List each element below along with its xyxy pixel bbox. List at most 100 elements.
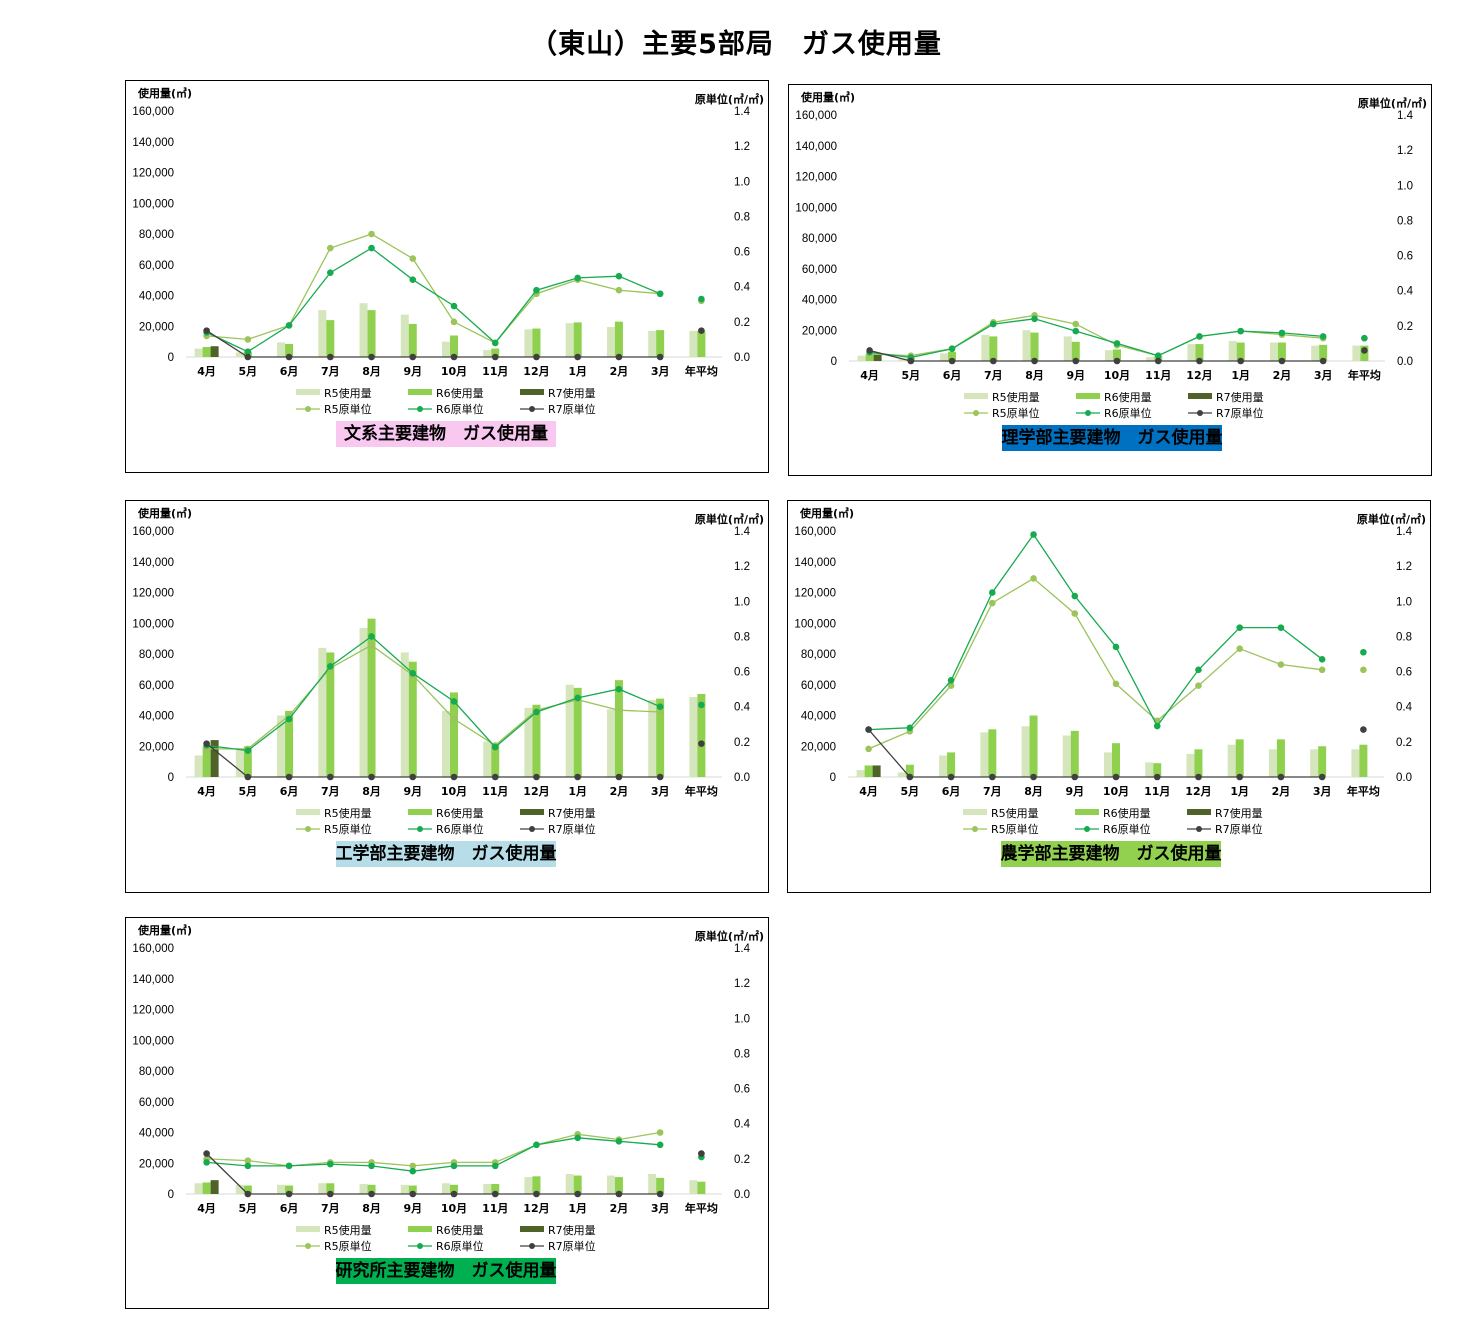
bar-6 <box>947 752 956 777</box>
legend-swatch <box>1084 826 1090 832</box>
right-axis-title: 原単位(㎥/㎡) <box>695 929 764 943</box>
category-label: 7月 <box>321 365 340 378</box>
bar-6 <box>202 1182 211 1194</box>
right-tick-label: 0.6 <box>734 667 750 679</box>
line-point-6 <box>948 345 956 353</box>
bar-5 <box>400 652 409 777</box>
line-series-6 <box>868 533 1323 731</box>
right-axis-title: 原単位(㎥/㎡) <box>695 512 764 526</box>
bar-6 <box>1235 739 1244 777</box>
line-series-7 <box>869 349 1324 362</box>
category-label: 7月 <box>321 785 340 798</box>
line-point-7 <box>244 1190 252 1198</box>
line-point-6 <box>409 1167 417 1175</box>
line-point-5 <box>656 1129 664 1136</box>
line-point-6 <box>656 703 664 711</box>
right-tick-label: 1.2 <box>1396 561 1412 573</box>
left-tick-label: 0 <box>168 772 174 784</box>
right-tick-label: 0.8 <box>1397 215 1413 227</box>
category-label: 12月 <box>1185 785 1211 798</box>
line-point-7 <box>615 353 623 361</box>
line-point-6 <box>906 724 914 732</box>
bar-5 <box>318 1183 327 1194</box>
line-point-7 <box>615 773 623 781</box>
bar-6 <box>285 1185 294 1194</box>
line-point-6 <box>1154 352 1162 360</box>
line-point-7 <box>491 1190 499 1198</box>
bar-5 <box>1228 341 1237 361</box>
legend-label: R6原単位 <box>436 402 484 416</box>
chart-caption: 理学部主要建物 ガス使用量 <box>1002 427 1223 448</box>
bar-6 <box>1071 341 1080 361</box>
line-point-5 <box>409 255 417 262</box>
category-label: 1月 <box>1231 369 1250 382</box>
line-point-7 <box>409 773 417 781</box>
right-tick-label: 0.6 <box>1396 667 1412 679</box>
right-tick-label: 0.2 <box>1396 737 1412 749</box>
line-point-5 <box>1236 645 1243 653</box>
right-tick-label: 0.4 <box>734 282 751 294</box>
left-tick-label: 40,000 <box>139 291 174 303</box>
line-point-5 <box>1360 666 1367 674</box>
line-point-5 <box>1072 320 1080 328</box>
line-point-7 <box>285 1190 293 1198</box>
legend-label: R7使用量 <box>548 1224 596 1237</box>
bar-6 <box>573 322 582 357</box>
bar-5 <box>689 330 698 357</box>
bar-6 <box>1195 344 1204 361</box>
category-label: 7月 <box>983 785 1002 798</box>
bar-5 <box>235 352 244 357</box>
bar-5 <box>442 710 450 777</box>
legend-swatch <box>305 1243 311 1249</box>
right-tick-label: 1.2 <box>734 561 750 573</box>
chart-caption: 研究所主要建物 ガス使用量 <box>336 1260 557 1281</box>
bar-7 <box>872 765 881 777</box>
bar-6 <box>285 710 294 777</box>
line-point-6 <box>615 1137 623 1145</box>
line-point-6 <box>244 1162 252 1170</box>
left-tick-label: 20,000 <box>801 741 836 753</box>
legend-label: R7原単位 <box>548 402 596 416</box>
legend-label: R5原単位 <box>324 402 372 416</box>
left-tick-label: 100,000 <box>795 202 837 214</box>
line-point-7 <box>865 726 872 733</box>
line-point-7 <box>1319 357 1327 365</box>
category-label: 5月 <box>239 785 258 798</box>
line-point-7 <box>574 1190 581 1198</box>
left-axis-title: 使用量(㎥) <box>800 90 855 104</box>
right-tick-label: 1.0 <box>734 176 750 188</box>
line-point-6 <box>1361 334 1368 342</box>
category-label: 9月 <box>1065 785 1084 798</box>
right-tick-label: 0.8 <box>734 211 750 223</box>
bar-6 <box>614 321 623 357</box>
legend-swatch <box>520 809 544 815</box>
right-tick-label: 0.8 <box>734 1048 750 1060</box>
left-tick-label: 60,000 <box>139 1097 174 1109</box>
bar-7 <box>210 346 219 357</box>
category-label: 9月 <box>1066 369 1085 382</box>
category-label: 6月 <box>280 785 299 798</box>
legend-swatch <box>417 1243 423 1249</box>
right-tick-label: 0.4 <box>1396 702 1413 714</box>
bar-5 <box>442 341 450 357</box>
category-label: 5月 <box>902 369 921 382</box>
legend-swatch <box>296 809 320 815</box>
bar-6 <box>573 1175 582 1194</box>
category-label: 5月 <box>239 365 258 378</box>
line-point-6 <box>368 633 375 640</box>
left-axis-title: 使用量(㎥) <box>137 506 192 520</box>
left-tick-label: 140,000 <box>132 974 174 986</box>
left-tick-label: 60,000 <box>139 680 174 692</box>
bar-6 <box>989 336 998 361</box>
line-point-7 <box>656 1190 664 1198</box>
category-label: 5月 <box>239 1202 258 1215</box>
line-point-7 <box>656 353 664 361</box>
category-label: 7月 <box>321 1202 340 1215</box>
line-point-6 <box>1072 327 1080 335</box>
line-point-5 <box>947 682 955 689</box>
bar-5 <box>1268 749 1277 777</box>
line-point-6 <box>1360 648 1367 656</box>
line-point-7 <box>203 327 210 334</box>
line-point-5 <box>1318 666 1326 674</box>
legend-label: R6原単位 <box>1104 406 1152 420</box>
